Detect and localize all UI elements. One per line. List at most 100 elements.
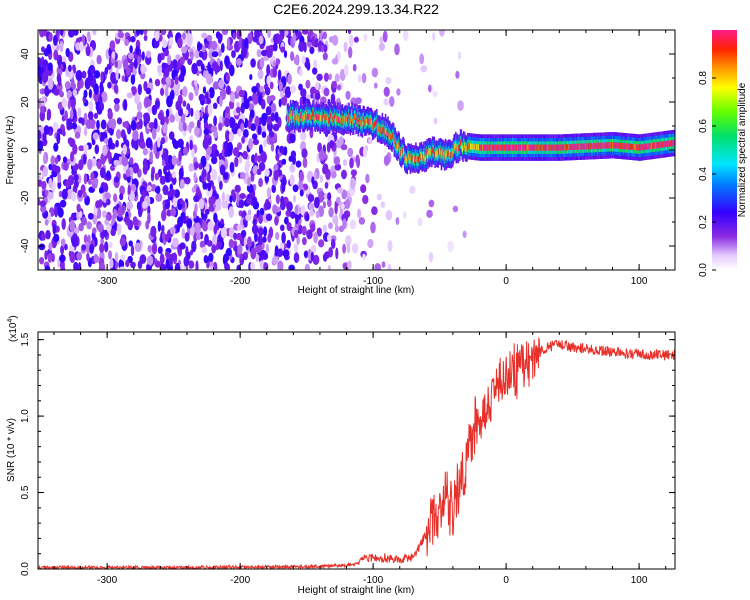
heatmap-noise-cell	[54, 205, 59, 218]
heatmap-noise-cell	[157, 53, 162, 64]
spectrogram-y-tick-label: -40	[20, 238, 31, 253]
heatmap-noise-cell	[261, 131, 267, 138]
heatmap-noise-cell	[175, 54, 181, 61]
heatmap-noise-cell	[235, 232, 243, 241]
heatmap-noise-cell	[447, 240, 454, 253]
heatmap-noise-cell	[51, 253, 55, 263]
heatmap-noise-cell	[100, 237, 104, 245]
heatmap-noise-cell	[143, 30, 148, 36]
heatmap-noise-cell	[273, 169, 279, 181]
heatmap-noise-cell	[114, 251, 119, 262]
colorbar-tick-label: 0.2	[698, 215, 709, 229]
spectrogram-x-tick-label: 0	[503, 276, 509, 287]
heatmap-noise-cell	[81, 244, 87, 251]
heatmap-noise-cell	[96, 160, 102, 170]
heatmap-noise-cell	[83, 144, 89, 152]
heatmap-noise-cell	[211, 61, 219, 72]
heatmap-noise-cell	[233, 245, 239, 252]
heatmap-signal-cell	[539, 144, 542, 151]
heatmap-noise-cell	[105, 214, 111, 221]
colorbar-label: Normalized spectral amplitude	[737, 82, 748, 217]
heatmap-noise-cell	[284, 86, 292, 99]
heatmap-noise-cell	[344, 198, 351, 210]
heatmap-noise-cell	[234, 184, 241, 193]
heatmap-noise-cell	[62, 130, 66, 137]
heatmap-noise-cell	[133, 58, 138, 69]
heatmap-noise-cell	[251, 154, 256, 164]
heatmap-signal-cell	[487, 144, 490, 151]
heatmap-noise-cell	[312, 254, 320, 265]
heatmap-noise-cell	[320, 96, 327, 104]
heatmap-noise-cell	[166, 209, 172, 217]
heatmap-signal-cell	[634, 144, 637, 151]
heatmap-signal-cell	[493, 144, 495, 151]
heatmap-noise-cell	[380, 201, 386, 208]
heatmap-noise-cell	[177, 216, 184, 228]
heatmap-signal-cell	[426, 149, 428, 156]
heatmap-noise-cell	[193, 172, 197, 182]
heatmap-noise-cell	[142, 200, 148, 209]
heatmap-noise-cell	[266, 64, 271, 77]
heatmap-noise-cell	[160, 263, 167, 270]
heatmap-noise-cell	[332, 215, 338, 224]
heatmap-noise-cell	[72, 143, 78, 155]
heatmap-noise-cell	[305, 213, 310, 222]
heatmap-noise-cell	[247, 236, 252, 248]
heatmap-noise-cell	[38, 140, 44, 152]
heatmap-noise-cell	[232, 147, 240, 157]
heatmap-noise-cell	[356, 156, 361, 169]
heatmap-noise-cell	[218, 79, 225, 90]
heatmap-noise-cell	[229, 195, 233, 203]
heatmap-noise-cell	[126, 92, 134, 99]
heatmap-noise-cell	[76, 203, 81, 213]
heatmap-noise-cell	[229, 117, 236, 128]
heatmap-noise-cell	[59, 40, 64, 53]
heatmap-signal-cell	[396, 144, 399, 151]
heatmap-noise-cell	[205, 208, 210, 215]
heatmap-noise-cell	[225, 73, 230, 82]
heatmap-signal-cell	[644, 143, 646, 150]
heatmap-noise-cell	[59, 91, 64, 98]
heatmap-noise-cell	[78, 159, 84, 171]
heatmap-noise-cell	[236, 106, 241, 114]
heatmap-noise-cell	[271, 184, 277, 194]
heatmap-noise-cell	[403, 211, 407, 219]
heatmap-noise-cell	[245, 214, 252, 222]
heatmap-noise-cell	[260, 98, 266, 110]
heatmap-noise-cell	[110, 118, 117, 130]
heatmap-noise-cell	[73, 227, 80, 234]
heatmap-noise-cell	[38, 65, 43, 78]
heatmap-noise-cell	[322, 201, 326, 209]
heatmap-noise-cell	[374, 82, 378, 89]
heatmap-noise-cell	[231, 50, 236, 59]
heatmap-noise-cell	[255, 244, 262, 253]
spectrogram-x-tick-label: -200	[230, 276, 250, 287]
heatmap-noise-cell	[203, 113, 208, 123]
heatmap-noise-cell	[236, 58, 242, 66]
heatmap-noise-cell	[257, 125, 262, 135]
heatmap-noise-cell	[273, 34, 278, 44]
heatmap-noise-cell	[330, 93, 336, 105]
heatmap-noise-cell	[87, 158, 93, 171]
heatmap-noise-cell	[409, 185, 416, 194]
heatmap-noise-cell	[143, 34, 148, 42]
heatmap-noise-cell	[109, 241, 113, 248]
heatmap-noise-cell	[247, 32, 253, 45]
heatmap-noise-cell	[47, 211, 52, 223]
heatmap-noise-cell	[290, 51, 295, 62]
heatmap-noise-cell	[181, 228, 185, 239]
heatmap-noise-cell	[286, 201, 293, 212]
heatmap-noise-cell	[190, 52, 194, 61]
heatmap-noise-cell	[196, 186, 200, 195]
heatmap-noise-cell	[335, 247, 339, 260]
heatmap-noise-cell	[194, 109, 201, 121]
heatmap-noise-cell	[119, 237, 126, 247]
heatmap-noise-cell	[178, 150, 182, 162]
heatmap-noise-cell	[280, 46, 286, 53]
heatmap-noise-cell	[161, 209, 167, 222]
heatmap-signal-cell	[392, 133, 395, 140]
heatmap-noise-cell	[346, 243, 351, 254]
heatmap-noise-cell	[381, 261, 386, 268]
heatmap-noise-cell	[38, 129, 42, 141]
